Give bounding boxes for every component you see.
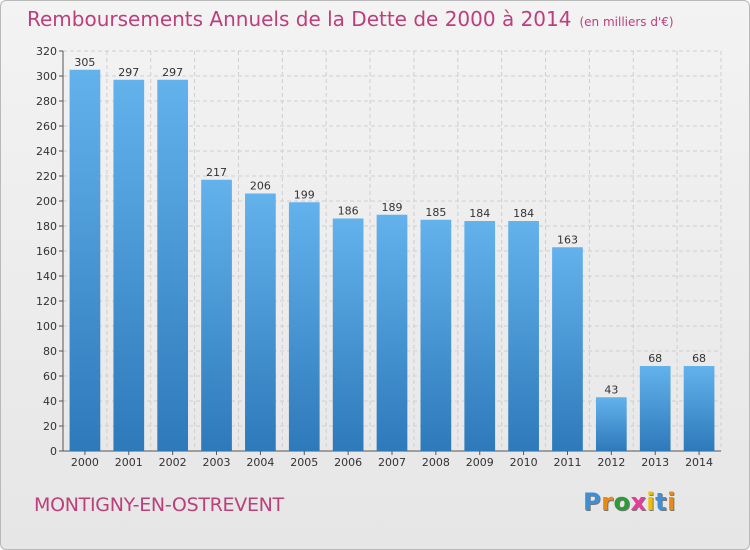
bar-2004 — [245, 193, 276, 451]
data-label-2003: 217 — [206, 166, 227, 179]
logo-letter: t — [655, 488, 668, 516]
data-label-2001: 297 — [118, 66, 139, 79]
y-tick-label: 220 — [36, 170, 57, 183]
y-tick-label: 140 — [36, 270, 57, 283]
bar-2011 — [552, 247, 583, 451]
proxiti-logo[interactable]: Proxiti — [583, 488, 676, 516]
bars — [69, 69, 715, 451]
data-label-2005: 199 — [294, 188, 315, 201]
chart-title-text: Remboursements Annuels de la Dette de 20… — [27, 7, 572, 31]
x-tick-label-2009: 2009 — [466, 456, 494, 469]
x-tick-label-2004: 2004 — [246, 456, 274, 469]
bar-2010 — [508, 221, 539, 451]
data-label-2008: 185 — [425, 206, 446, 219]
bar-2002 — [157, 79, 189, 451]
y-tick-label: 80 — [43, 345, 57, 358]
y-tick-label: 320 — [36, 45, 57, 58]
y-tick-label: 20 — [43, 420, 57, 433]
bar-2003 — [201, 179, 232, 451]
bar-2007 — [376, 214, 408, 451]
chart-title: Remboursements Annuels de la Dette de 20… — [27, 7, 674, 31]
y-tick-label: 260 — [36, 120, 57, 133]
data-label-2004: 206 — [250, 180, 271, 193]
y-tick-label: 120 — [36, 295, 57, 308]
y-tick-label: 40 — [43, 395, 57, 408]
bar-2013 — [639, 366, 671, 451]
y-tick-label: 280 — [36, 95, 57, 108]
data-label-2006: 186 — [338, 205, 359, 218]
logo-letter: o — [613, 488, 631, 516]
city-name: MONTIGNY-EN-OSTREVENT — [34, 494, 284, 516]
data-label-2011: 163 — [557, 233, 578, 246]
y-tick-label: 60 — [43, 370, 57, 383]
x-tick-label-2010: 2010 — [510, 456, 538, 469]
x-tick-labels: 2000 2001 2002 2003 2004 2005 2006 2007 2008 2009… — [71, 456, 713, 469]
data-label-2002: 297 — [162, 66, 183, 79]
x-tick-label-2005: 2005 — [290, 456, 318, 469]
y-tick-label: 100 — [36, 320, 57, 333]
bar-2012 — [595, 397, 627, 451]
x-tick-label-2008: 2008 — [422, 456, 450, 469]
data-label-2010: 184 — [513, 207, 534, 220]
logo-letter: i — [667, 488, 676, 516]
chart-subtitle: (en milliers d'€) — [579, 15, 674, 29]
y-tick-label: 300 — [36, 70, 57, 83]
x-tick-label-2013: 2013 — [641, 456, 669, 469]
x-tick-label-2014: 2014 — [685, 456, 713, 469]
data-label-2000: 305 — [74, 56, 95, 69]
y-tick-label: 240 — [36, 145, 57, 158]
bar-2000 — [69, 69, 101, 451]
value-labels: 305 297 297 217 206 199 186 189 185 184 184 163 43 68… — [74, 56, 706, 397]
x-tick-label-2011: 2011 — [553, 456, 581, 469]
bar-2005 — [288, 202, 320, 451]
x-tick-label-2003: 2003 — [203, 456, 231, 469]
bar-2001 — [113, 79, 145, 451]
data-label-2012: 43 — [604, 383, 618, 396]
x-tick-label-2007: 2007 — [378, 456, 406, 469]
y-tick-labels: 0 20 40 60 80 100 120 140 160 180 200 220 240 260 280 3… — [36, 45, 57, 458]
data-label-2013: 68 — [648, 352, 662, 365]
bar-2008 — [420, 219, 452, 451]
data-label-2009: 184 — [469, 207, 490, 220]
y-tick-label: 200 — [36, 195, 57, 208]
x-tick-label-2000: 2000 — [71, 456, 99, 469]
y-tick-label: 160 — [36, 245, 57, 258]
x-tick-label-2002: 2002 — [159, 456, 187, 469]
data-label-2014: 68 — [692, 352, 706, 365]
logo-letter: P — [583, 488, 602, 516]
y-tick-label: 180 — [36, 220, 57, 233]
logo-letter: r — [601, 488, 614, 516]
bar-2009 — [464, 221, 496, 451]
logo-letter: i — [646, 488, 656, 516]
bar-2006 — [332, 218, 364, 451]
x-tick-label-2006: 2006 — [334, 456, 362, 469]
bar-2014 — [683, 366, 715, 451]
data-label-2007: 189 — [382, 201, 403, 214]
logo-letter: x — [630, 488, 647, 516]
y-tick-label: 0 — [50, 445, 57, 458]
x-tick-label-2012: 2012 — [597, 456, 625, 469]
x-tick-label-2001: 2001 — [115, 456, 143, 469]
